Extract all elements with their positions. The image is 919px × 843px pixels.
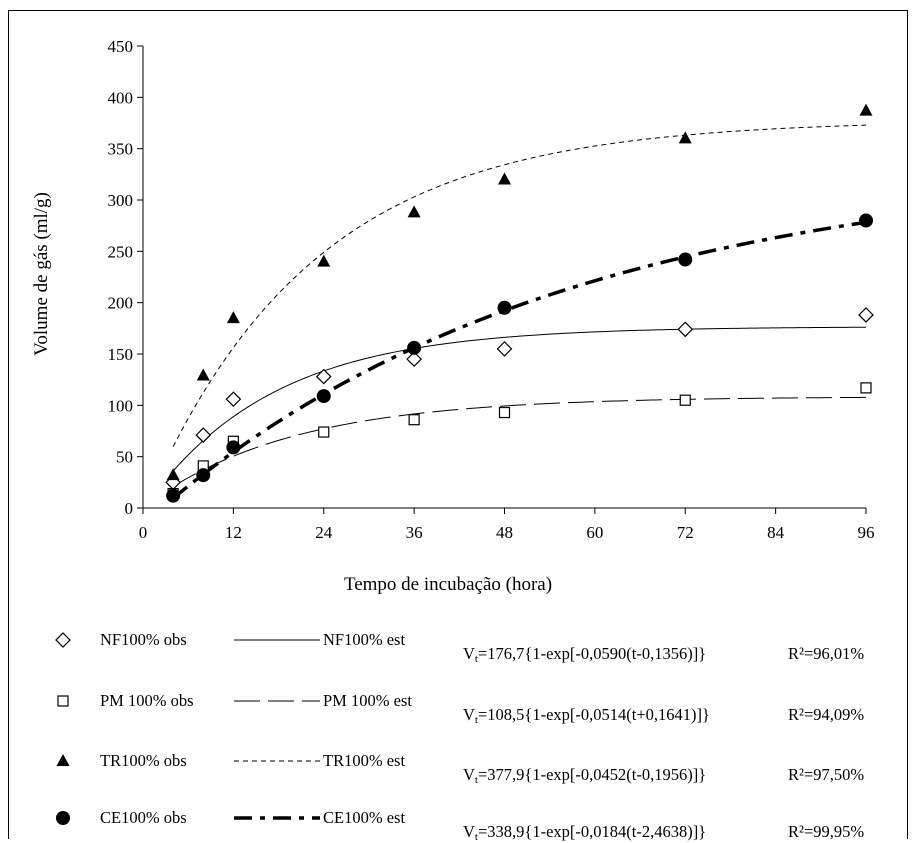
x-tick-label: 0	[139, 523, 148, 542]
curve-nf-est	[172, 326, 867, 472]
legend-symbols	[56, 754, 320, 766]
point-tr-obs	[859, 103, 873, 116]
y-tick-label: 350	[108, 140, 134, 159]
point-ce-obs	[226, 440, 241, 455]
equation-prefix: V	[463, 765, 475, 784]
legend-obs-label: NF100% obs	[100, 630, 187, 649]
y-tick-label: 200	[108, 294, 134, 313]
equation-subscript: t	[474, 831, 478, 843]
equation-prefix: V	[463, 644, 475, 663]
chart-frame	[8, 10, 908, 839]
point-pm-obs	[498, 406, 511, 419]
legend-r-squared: R²=94,09%	[788, 705, 865, 724]
point-nf-obs	[315, 368, 332, 385]
equation-body: =338,9{1-exp[-0,0184(t-2,4638)]}	[477, 822, 707, 841]
legend-row-pm: PM 100% obs PM 100% est Vt=108,5{1-exp[-0,…	[0, 689, 919, 726]
equation-body: =176,7{1-exp[-0,0590(t-0,1356)]}	[477, 644, 707, 663]
equation-subscript: t	[474, 774, 478, 786]
legend-row-ce: CE100% obs CE100% est Vt=338,9{1-exp[-0,01…	[0, 806, 919, 843]
y-tick-label: 50	[116, 448, 133, 467]
point-pm-obs	[860, 382, 872, 394]
legend-est-label: PM 100% est	[323, 691, 412, 710]
legend-r-squared: R²=97,50%	[788, 765, 865, 784]
legend-equation: Vt=176,7{1-exp[-0,0590(t-0,1356)]}	[463, 644, 707, 665]
legend-row-nf: NF100% obs NF100% est Vt=176,7{1-exp[-0,05…	[0, 628, 919, 665]
point-nf-obs	[225, 391, 242, 408]
point-tr-obs	[498, 172, 511, 185]
point-pm-obs	[408, 414, 420, 426]
point-pm-obs	[679, 394, 691, 406]
point-pm-obs	[318, 426, 330, 438]
x-tick-label: 48	[496, 523, 513, 542]
y-tick-label: 300	[108, 191, 134, 210]
axes: 0 50 100 150 200 250 300 350 400 450 0 12 24 36 48 60 72…	[108, 37, 875, 542]
point-ce-obs	[497, 300, 512, 315]
point-tr-obs	[226, 311, 240, 324]
legend-r-squared: R²=99,95%	[788, 822, 865, 841]
x-tick-label: 84	[767, 523, 785, 542]
x-tick-label: 60	[586, 523, 603, 542]
point-tr-obs	[196, 368, 210, 381]
x-tick-label: 72	[677, 523, 694, 542]
point-tr-obs	[678, 131, 692, 144]
y-tick-label: 400	[108, 88, 134, 107]
legend-obs-label: PM 100% obs	[100, 691, 194, 710]
y-tick-label: 0	[125, 499, 134, 518]
equation-body: =377,9{1-exp[-0,0452(t-0,1956)]}	[477, 765, 707, 784]
chart-plot: 0 50 100 150 200 250 300 350 400 450 0 12 24 36 48 60 72…	[31, 37, 875, 595]
point-nf-obs	[195, 427, 212, 443]
x-tick-label: 12	[225, 523, 242, 542]
point-ce-obs	[407, 340, 422, 355]
point-tr-obs	[407, 205, 421, 218]
curve-ce-est	[172, 220, 867, 500]
y-tick-label: 150	[108, 345, 134, 364]
equation-subscript: t	[474, 714, 478, 726]
legend-est-label: NF100% est	[323, 630, 406, 649]
legend-obs-label: TR100% obs	[100, 751, 187, 770]
x-tick-label: 36	[406, 523, 423, 542]
legend-marker-ce	[56, 811, 70, 825]
x-tick-label: 96	[858, 523, 875, 542]
y-tick-label: 450	[108, 37, 134, 56]
legend-equation: Vt=338,9{1-exp[-0,0184(t-2,4638)]}	[463, 822, 707, 843]
legend-marker-pm	[57, 695, 69, 707]
legend-equation: Vt=377,9{1-exp[-0,0452(t-0,1956)]}	[463, 765, 707, 786]
point-nf-obs	[677, 321, 694, 338]
legend-symbols	[56, 811, 320, 825]
point-tr-obs	[166, 468, 180, 481]
equation-prefix: V	[463, 822, 475, 841]
curve-tr-est	[172, 124, 867, 447]
y-tick-label: 250	[108, 242, 134, 261]
y-tick-label: 100	[108, 396, 134, 415]
point-ce-obs	[316, 389, 331, 404]
legend-est-label: CE100% est	[323, 808, 406, 827]
point-nf-obs	[406, 351, 422, 367]
observed-points	[165, 103, 874, 503]
y-axis-label: Volume de gás (ml/g)	[31, 192, 52, 356]
legend-marker-tr	[56, 754, 70, 766]
legend-equation: Vt=108,5{1-exp[-0,0514(t+0,1641)]}	[463, 705, 710, 726]
point-ce-obs	[859, 213, 873, 228]
legend-symbols	[55, 632, 320, 648]
point-tr-obs	[317, 254, 331, 267]
equation-subscript: t	[474, 653, 478, 665]
fitted-curves	[172, 124, 867, 500]
x-axis-label: Tempo de incubação (hora)	[344, 574, 552, 595]
equation-prefix: V	[463, 705, 475, 724]
legend-est-label: TR100% est	[323, 751, 406, 770]
point-nf-obs	[858, 307, 874, 323]
point-ce-obs	[678, 252, 693, 267]
legend-marker-nf	[55, 632, 71, 648]
point-ce-obs	[196, 468, 211, 483]
equation-body: =108,5{1-exp[-0,0514(t+0,1641)]}	[477, 705, 710, 724]
legend-obs-label: CE100% obs	[100, 808, 187, 827]
point-nf-obs	[496, 341, 513, 357]
legend-row-tr: TR100% obs TR100% est Vt=377,9{1-exp[-0,04…	[0, 749, 919, 786]
x-tick-label: 24	[315, 523, 333, 542]
legend-r-squared: R²=96,01%	[788, 644, 865, 663]
curve-pm-est	[172, 396, 867, 487]
legend-symbols	[57, 695, 320, 707]
point-ce-obs	[166, 488, 181, 503]
